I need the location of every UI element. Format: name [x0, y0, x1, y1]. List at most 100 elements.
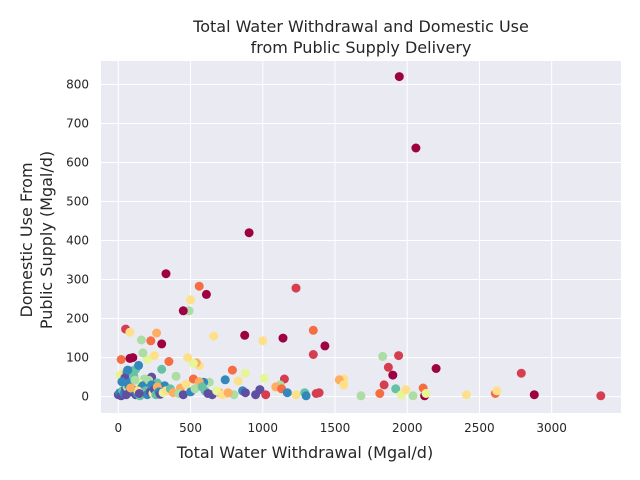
data-point: [134, 389, 144, 398]
data-point: [516, 368, 526, 378]
data-point: [388, 370, 398, 380]
data-point: [164, 357, 174, 366]
y-tick-label: 500: [66, 194, 89, 208]
data-point: [314, 388, 324, 398]
data-point: [356, 391, 366, 401]
data-point: [255, 385, 265, 395]
data-point: [126, 383, 136, 393]
chart-title-line-2: from Public Supply Delivery: [251, 38, 472, 57]
y-axis-label-line-2: Public Supply (Mgal/d): [37, 151, 56, 329]
data-point: [130, 375, 140, 385]
data-point: [183, 353, 193, 363]
data-point: [240, 388, 250, 398]
y-tick-label: 100: [66, 351, 89, 365]
data-point: [125, 327, 135, 337]
y-tick-label: 700: [66, 116, 89, 130]
data-point: [203, 389, 213, 398]
data-point: [282, 388, 292, 398]
data-point: [194, 281, 204, 291]
y-tick-label: 200: [66, 312, 89, 326]
x-tick-labels: 0 500 1000 1500 2000 2500 3000: [115, 421, 567, 435]
data-point: [223, 388, 233, 398]
data-point: [320, 341, 330, 351]
y-tick-labels: 0 100 200 300 400 500 600 700 800: [66, 77, 89, 403]
data-point: [259, 373, 269, 383]
data-point: [408, 391, 418, 401]
data-point: [278, 333, 288, 343]
data-points: [113, 72, 606, 401]
gridlines: [101, 61, 621, 413]
data-point: [121, 390, 131, 400]
axes-background: [101, 61, 621, 413]
x-tick-label: 2000: [392, 421, 423, 435]
y-tick-label: 0: [81, 390, 89, 404]
data-point: [375, 389, 385, 398]
data-point: [201, 289, 211, 299]
x-tick-label: 2500: [464, 421, 495, 435]
data-point: [227, 365, 237, 375]
data-point: [146, 336, 156, 346]
y-tick-label: 800: [66, 77, 89, 91]
data-point: [394, 351, 404, 361]
data-point: [431, 364, 441, 373]
data-point: [186, 295, 196, 305]
data-point: [339, 380, 349, 390]
data-point: [391, 384, 401, 394]
data-point: [492, 386, 502, 396]
data-point: [209, 331, 219, 341]
data-point: [178, 306, 188, 316]
data-point: [116, 355, 126, 364]
data-point: [134, 360, 144, 370]
data-point: [379, 380, 389, 390]
data-point: [529, 390, 539, 400]
data-point: [394, 72, 404, 82]
data-point: [461, 390, 471, 400]
data-point: [157, 364, 167, 374]
data-point: [188, 358, 198, 368]
x-tick-label: 500: [179, 421, 202, 435]
data-point: [308, 325, 318, 335]
data-point: [261, 390, 271, 400]
y-tick-label: 600: [66, 155, 89, 169]
data-point: [157, 339, 167, 349]
data-point: [220, 375, 230, 385]
x-axis-label: Total Water Withdrawal (Mgal/d): [176, 443, 433, 462]
data-point: [308, 350, 318, 359]
data-point: [378, 351, 388, 361]
x-tick-label: 0: [115, 421, 123, 435]
data-point: [142, 355, 152, 364]
data-point: [138, 348, 148, 358]
data-point: [117, 377, 127, 387]
x-tick-label: 3000: [536, 421, 567, 435]
data-point: [401, 385, 411, 395]
data-point: [136, 335, 146, 345]
data-point: [240, 368, 250, 378]
data-point: [291, 390, 301, 400]
data-point: [161, 269, 171, 279]
data-point: [411, 143, 421, 153]
chart-title-line-1: Total Water Withdrawal and Domestic Use: [192, 17, 529, 36]
data-point: [596, 391, 606, 401]
x-tick-label: 1000: [248, 421, 279, 435]
data-point: [240, 330, 250, 340]
data-point: [178, 390, 188, 400]
data-point: [181, 379, 191, 389]
data-point: [149, 351, 159, 361]
data-point: [171, 371, 181, 381]
data-point: [383, 362, 393, 372]
data-point: [123, 365, 133, 375]
y-tick-label: 300: [66, 273, 89, 287]
data-point: [197, 382, 207, 392]
data-point: [244, 228, 254, 238]
x-tick-label: 1500: [320, 421, 351, 435]
data-point: [233, 376, 243, 386]
data-point: [152, 328, 162, 338]
data-point: [291, 283, 301, 293]
data-point: [421, 389, 431, 398]
data-point: [125, 353, 135, 363]
y-axis-label-line-1: Domestic Use From: [17, 162, 36, 317]
data-point: [258, 336, 268, 346]
data-point: [301, 391, 311, 401]
data-point: [190, 384, 200, 394]
